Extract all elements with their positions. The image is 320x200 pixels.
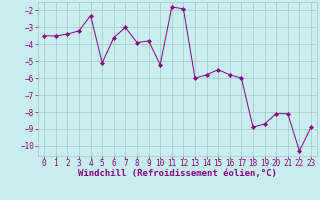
X-axis label: Windchill (Refroidissement éolien,°C): Windchill (Refroidissement éolien,°C)	[78, 169, 277, 178]
